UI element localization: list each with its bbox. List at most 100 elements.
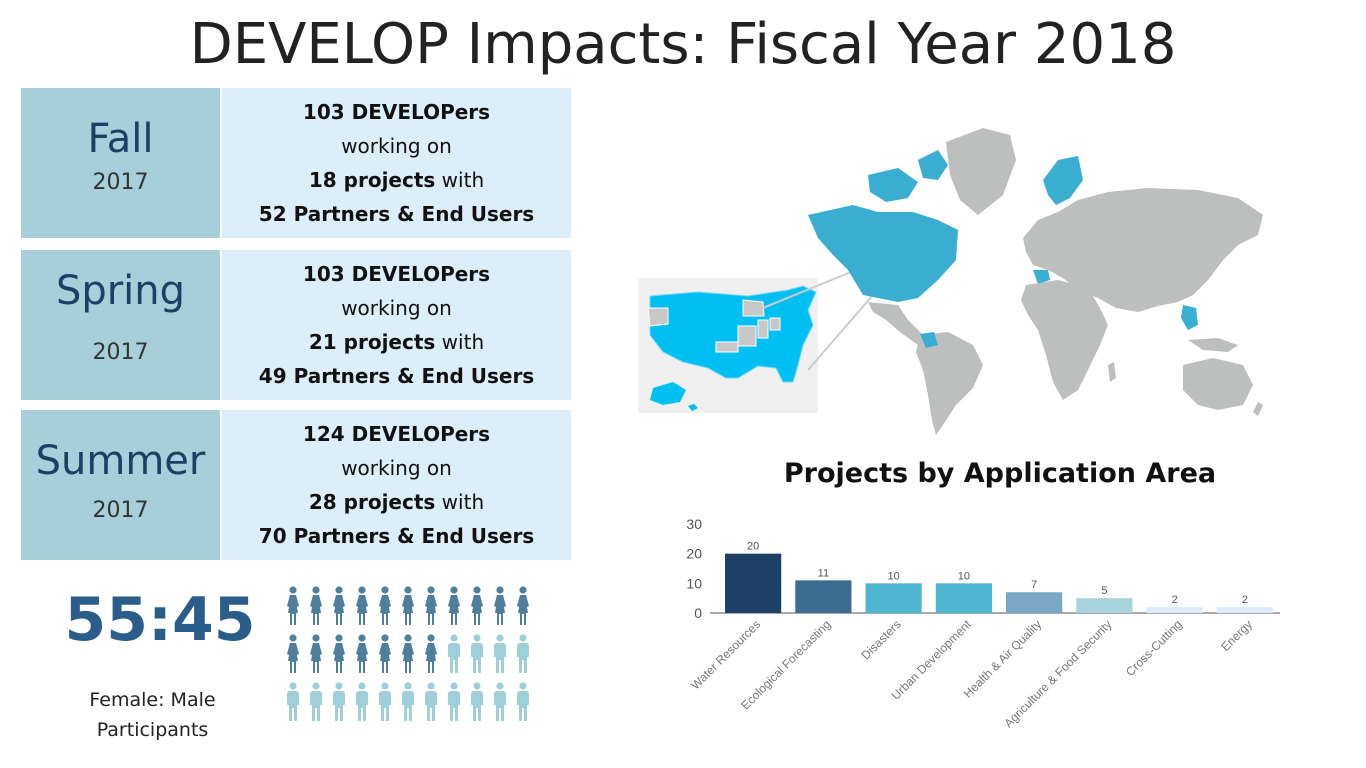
y-tick-label: 20 <box>686 546 702 562</box>
y-tick-label: 0 <box>694 605 702 621</box>
italy-spain <box>1033 270 1050 284</box>
australia <box>1183 358 1253 410</box>
male-person-icon <box>379 682 391 721</box>
partners-count: 49 Partners & End Users <box>258 364 535 388</box>
female-person-icon <box>356 586 368 625</box>
season-name: Summer <box>35 438 206 484</box>
season-label-box: Spring 2017 <box>21 250 220 400</box>
female-person-icon <box>379 586 391 625</box>
bar <box>1006 592 1063 613</box>
developers-count: 124 DEVELOPers <box>302 422 491 446</box>
male-person-icon <box>310 682 322 721</box>
season-fall: Fall 2017 103 DEVELOPers working on 18 p… <box>21 88 571 238</box>
bar-value-label: 20 <box>747 541 759 553</box>
female-person-icon <box>356 634 368 673</box>
male-person-icon <box>517 634 529 673</box>
bar-value-label: 10 <box>958 570 970 582</box>
world-map <box>638 128 1263 435</box>
new-zealand <box>1253 402 1263 416</box>
participant-icons <box>285 586 535 726</box>
scandinavia <box>1043 156 1083 205</box>
bar-value-label: 2 <box>1172 594 1178 606</box>
madagascar <box>1108 362 1116 382</box>
inset-connector-bottom <box>807 294 874 371</box>
bar <box>1146 607 1203 613</box>
male-person-icon <box>287 682 299 721</box>
projects-count: 28 projects <box>308 490 436 514</box>
season-year: 2017 <box>92 498 149 523</box>
south-america <box>916 332 983 435</box>
eurasia <box>1023 188 1263 312</box>
season-label-box: Summer 2017 <box>21 410 220 560</box>
season-summer: Summer 2017 124 DEVELOPers working on 28… <box>21 410 571 560</box>
with-text: with <box>435 330 485 354</box>
category-label: Water Resources <box>688 617 763 692</box>
season-name: Spring <box>55 268 186 314</box>
female-person-icon <box>379 634 391 673</box>
projects-count: 18 projects <box>308 168 436 192</box>
male-person-icon <box>517 682 529 721</box>
category-label: Cross-Cutting <box>1123 617 1185 679</box>
male-person-icon <box>471 682 483 721</box>
male-person-icon <box>471 634 483 673</box>
male-person-icon <box>494 682 506 721</box>
colombia <box>920 332 938 348</box>
male-person-icon <box>425 682 437 721</box>
category-label: Energy <box>1218 617 1255 654</box>
female-person-icon <box>425 634 437 673</box>
greenland <box>946 128 1016 215</box>
africa <box>1021 280 1108 400</box>
male-person-icon <box>356 682 368 721</box>
bar <box>1076 598 1133 613</box>
bar-value-label: 11 <box>818 567 829 579</box>
us-inset-hawaii <box>688 404 698 411</box>
indonesia <box>1188 338 1238 352</box>
male-person-icon <box>448 634 460 673</box>
with-text: with <box>435 490 485 514</box>
bar-value-label: 5 <box>1101 585 1107 597</box>
female-person-icon <box>287 634 299 673</box>
male-person-icon <box>333 682 345 721</box>
season-stats: 124 DEVELOPers working on 28 projects wi… <box>222 410 571 560</box>
female-person-icon <box>333 586 345 625</box>
female-person-icon <box>517 586 529 625</box>
y-tick-label: 10 <box>686 575 702 591</box>
male-person-icon <box>494 634 506 673</box>
canada-arctic-islands <box>868 150 948 202</box>
season-stats: 103 DEVELOPers working on 21 projects wi… <box>222 250 571 400</box>
ratio-label: Female: Male Participants <box>60 685 245 745</box>
season-name: Fall <box>87 116 154 162</box>
season-spring: Spring 2017 103 DEVELOPers working on 21… <box>21 250 571 400</box>
us-inset-gray-states <box>647 299 781 353</box>
male-person-icon <box>448 682 460 721</box>
bar-value-label: 10 <box>888 570 900 582</box>
ratio-label-line2: Participants <box>96 719 209 741</box>
projects-count: 21 projects <box>308 330 436 354</box>
bar <box>935 583 992 613</box>
y-tick-label: 30 <box>686 516 702 532</box>
page-title: DEVELOP Impacts: Fiscal Year 2018 <box>189 12 1177 77</box>
bar <box>1216 607 1273 613</box>
female-person-icon <box>310 586 322 625</box>
working-on-text: working on <box>341 456 452 480</box>
working-on-text: working on <box>341 296 452 320</box>
north-america <box>808 205 958 302</box>
season-year: 2017 <box>92 170 149 195</box>
working-on-text: working on <box>341 134 452 158</box>
female-person-icon <box>402 634 414 673</box>
developers-count: 103 DEVELOPers <box>302 262 491 286</box>
female-person-icon <box>333 634 345 673</box>
female-person-icon <box>287 586 299 625</box>
bar-value-label: 7 <box>1031 579 1037 591</box>
us-inset-alaska <box>650 382 686 405</box>
partners-count: 70 Partners & End Users <box>258 524 535 548</box>
female-person-icon <box>494 586 506 625</box>
female-person-icon <box>402 586 414 625</box>
ratio-label-line1: Female: Male <box>89 689 216 711</box>
partners-count: 52 Partners & End Users <box>258 202 535 226</box>
bar <box>795 580 852 613</box>
with-text: with <box>435 168 485 192</box>
southeast-asia <box>1181 305 1198 330</box>
developers-count: 103 DEVELOPers <box>302 100 491 124</box>
